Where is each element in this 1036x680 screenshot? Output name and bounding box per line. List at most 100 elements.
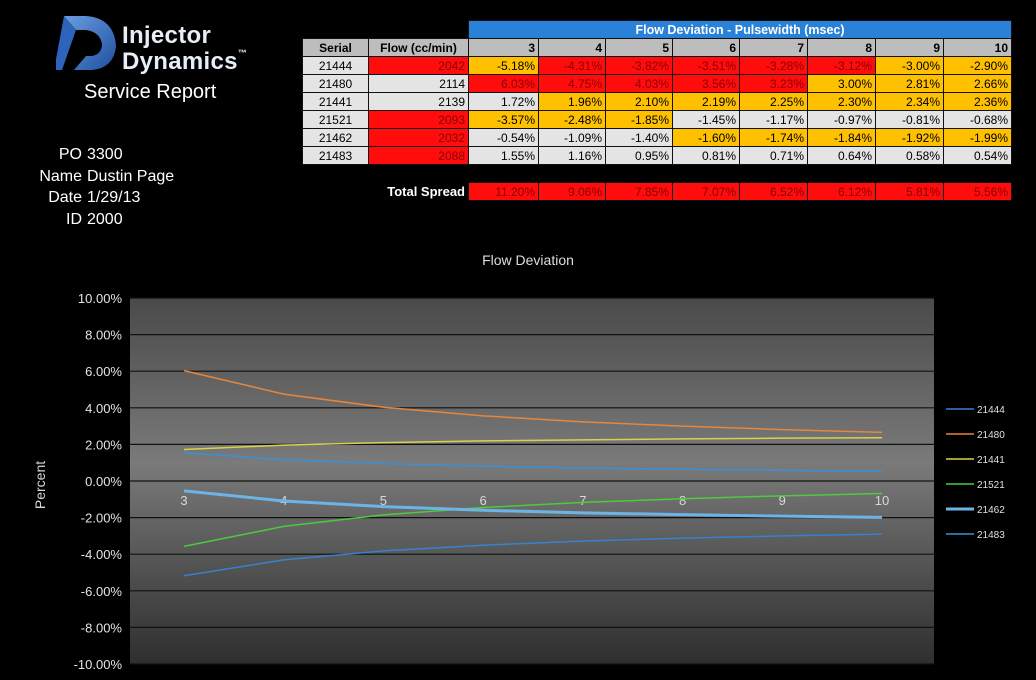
info-label: Date [48, 189, 82, 206]
deviation-cell: 1.96% [538, 92, 606, 111]
series-line-21521 [183, 492, 883, 548]
flow-cell: 2042 [368, 56, 469, 75]
brand-logo: Injector Dynamics™ [56, 12, 256, 82]
flow-cell: 2032 [368, 128, 469, 147]
deviation-cell: 2.10% [605, 92, 673, 111]
deviation-cell: -0.81% [875, 110, 944, 129]
total-spread-label: Total Spread [302, 182, 469, 201]
deviation-cell: -1.92% [875, 128, 944, 147]
y-tick-label: 0.00% [85, 474, 122, 489]
spread-cell: 9.06% [538, 182, 606, 201]
deviation-cell: -5.18% [468, 56, 539, 75]
deviation-cell: 0.95% [605, 146, 673, 165]
spread-cell: 5.56% [943, 182, 1012, 201]
deviation-cell: -1.40% [605, 128, 673, 147]
spread-cell: 11.20% [468, 182, 539, 201]
y-tick-label: 6.00% [85, 364, 122, 379]
deviation-cell: 3.23% [739, 74, 808, 93]
deviation-cell: -3.57% [468, 110, 539, 129]
info-value: Dustin Page [87, 167, 175, 185]
pulsewidth-column-header: 3 [468, 38, 539, 57]
legend-label: 21444 [977, 405, 1005, 416]
flow-column-header: Flow (cc/min) [368, 38, 469, 57]
deviation-cell: 4.03% [605, 74, 673, 93]
table-header-row: Serial Flow (cc/min) 3 4 5 6 7 8 9 10 [302, 38, 1012, 57]
legend-label: 21521 [977, 480, 1005, 491]
table-row: 21480 2114 6.03% 4.75% 4.03% 3.56% 3.23% 3.00% 2… [302, 74, 1012, 93]
x-tick-label: 7 [579, 493, 586, 508]
x-tick-label: 6 [480, 493, 487, 508]
deviation-cell: -4.31% [538, 56, 606, 75]
x-tick-label: 10 [875, 493, 889, 508]
spread-cell: 7.07% [672, 182, 740, 201]
info-row-id: ID 2000 [28, 209, 174, 231]
deviation-cell: 1.72% [468, 92, 539, 111]
deviation-cell: 6.03% [468, 74, 539, 93]
chart-title: Flow Deviation [482, 252, 574, 268]
pulsewidth-column-header: 7 [739, 38, 808, 57]
deviation-cell: 2.30% [807, 92, 876, 111]
table-row: 21462 2032 -0.54% -1.09% -1.40% -1.60% -1.74% -… [302, 128, 1012, 147]
deviation-cell: 2.34% [875, 92, 944, 111]
deviation-cell: 2.25% [739, 92, 808, 111]
table-row: 21483 2088 1.55% 1.16% 0.95% 0.81% 0.71% 0.64% 0… [302, 146, 1012, 165]
y-tick-label: -6.00% [81, 584, 123, 599]
y-tick-label: -2.00% [81, 511, 123, 526]
serial-column-header: Serial [302, 38, 369, 57]
deviation-cell: -3.82% [605, 56, 673, 75]
serial-cell: 21444 [302, 56, 369, 75]
flow-cell: 2114 [368, 74, 469, 93]
deviation-cell: 0.58% [875, 146, 944, 165]
legend-label: 21483 [977, 530, 1005, 541]
deviation-cell: -0.68% [943, 110, 1012, 129]
y-tick-label: -10.00% [74, 657, 123, 672]
flow-cell: 2139 [368, 92, 469, 111]
table-row: 21521 2093 -3.57% -2.48% -1.85% -1.45% -1.17% -… [302, 110, 1012, 129]
deviation-cell: -1.74% [739, 128, 808, 147]
deviation-cell: 3.56% [672, 74, 740, 93]
deviation-cell: -1.99% [943, 128, 1012, 147]
pulsewidth-column-header: 6 [672, 38, 740, 57]
flow-deviation-table: Flow Deviation - Pulsewidth (msec) Seria… [302, 20, 1012, 201]
info-row-name: Name Dustin Page [28, 166, 174, 188]
pulsewidth-column-header: 9 [875, 38, 944, 57]
deviation-cell: -3.12% [807, 56, 876, 75]
x-tick-label: 9 [779, 493, 786, 508]
deviation-cell: -0.54% [468, 128, 539, 147]
y-tick-label: 4.00% [85, 401, 122, 416]
trademark-symbol: ™ [237, 48, 248, 58]
table-banner-row: Flow Deviation - Pulsewidth (msec) [302, 20, 1012, 39]
serial-cell: 21521 [302, 110, 369, 129]
deviation-cell: 0.81% [672, 146, 740, 165]
serial-cell: 21480 [302, 74, 369, 93]
spread-cell: 7.85% [605, 182, 673, 201]
x-tick-label: 3 [180, 493, 187, 508]
info-row-date: Date 1/29/13 [28, 187, 174, 209]
deviation-cell: 2.36% [943, 92, 1012, 111]
info-label: Name [39, 167, 82, 185]
y-tick-label: 8.00% [85, 328, 122, 343]
deviation-cell: -0.97% [807, 110, 876, 129]
deviation-cell: -1.60% [672, 128, 740, 147]
y-tick-label: 10.00% [78, 291, 123, 306]
series-line-21483 [183, 451, 883, 472]
table-row: 21441 2139 1.72% 1.96% 2.10% 2.19% 2.25% 2.30% 2… [302, 92, 1012, 111]
deviation-cell: -1.85% [605, 110, 673, 129]
deviation-cell: -1.84% [807, 128, 876, 147]
flow-deviation-chart: -10.00% -8.00% -6.00% -4.00% -2.00% 0.00% 2.00… [32, 291, 1005, 672]
total-spread-row: Total Spread 11.20% 9.06% 7.85% 7.07% 6.52% 6… [302, 182, 1012, 201]
x-tick-label: 8 [679, 493, 686, 508]
info-value: 2000 [87, 210, 123, 228]
pulsewidth-column-header: 8 [807, 38, 876, 57]
legend-label: 21441 [977, 455, 1005, 466]
injector-dynamics-logo-icon [56, 16, 116, 70]
flow-cell: 2093 [368, 110, 469, 129]
deviation-cell: 1.16% [538, 146, 606, 165]
report-subtitle: Service Report [84, 81, 217, 103]
flow-cell: 2088 [368, 146, 469, 165]
deviation-cell: 0.71% [739, 146, 808, 165]
legend-label: 21462 [977, 505, 1005, 516]
deviation-cell: 0.54% [943, 146, 1012, 165]
y-tick-label: -8.00% [81, 620, 123, 635]
y-tick-label: 2.00% [85, 437, 122, 452]
